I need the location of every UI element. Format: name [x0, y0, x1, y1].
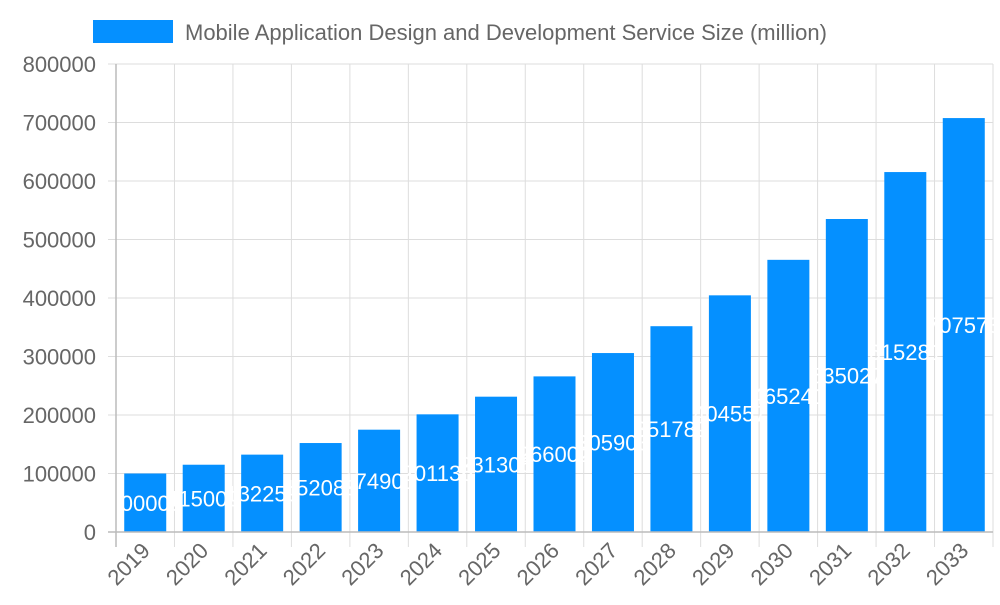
- data-label: 115000: [168, 486, 240, 511]
- bar: [416, 414, 459, 532]
- legend[interactable]: Mobile Application Design and Developmen…: [93, 20, 827, 45]
- x-tick-label: 2022: [278, 538, 330, 590]
- bar: [475, 396, 518, 532]
- bar: [708, 295, 751, 532]
- x-tick-label: 2026: [512, 538, 564, 590]
- bar: [591, 353, 634, 532]
- bar: [884, 172, 927, 532]
- bar: [533, 376, 576, 532]
- data-label: 615281: [869, 340, 942, 365]
- data-label: 174901: [342, 469, 415, 494]
- bar: [358, 429, 401, 532]
- x-tick-label: 2023: [336, 538, 388, 590]
- data-label: 351789: [635, 417, 708, 442]
- data-label: 305903: [576, 431, 649, 456]
- data-label: 266002: [518, 442, 591, 467]
- bar: [825, 219, 868, 532]
- data-label: 404557: [693, 402, 766, 427]
- bar: [650, 326, 693, 532]
- y-tick-label: 400000: [23, 286, 96, 311]
- y-tick-label: 100000: [23, 462, 96, 487]
- bar: [124, 473, 167, 532]
- data-label: 201136: [402, 461, 474, 486]
- y-tick-label: 300000: [23, 345, 96, 370]
- y-tick-label: 700000: [23, 111, 96, 136]
- bar: [767, 259, 810, 532]
- bar: [182, 464, 225, 532]
- data-label: 132250: [225, 481, 298, 506]
- x-tick-label: 2033: [921, 538, 973, 590]
- y-tick-label: 600000: [23, 169, 96, 194]
- bar: [241, 454, 284, 532]
- y-tick-label: 800000: [23, 52, 96, 77]
- x-tick-label: 2031: [804, 538, 856, 590]
- x-tick-label: 2027: [570, 538, 622, 590]
- data-label: 707573: [927, 313, 1000, 338]
- data-label: 231306: [459, 452, 532, 477]
- data-label: 535027: [810, 364, 883, 389]
- bar: [299, 443, 342, 532]
- legend-swatch: [93, 20, 173, 43]
- data-label: 100000: [109, 491, 182, 516]
- x-tick-label: 2028: [629, 538, 681, 590]
- legend-label: Mobile Application Design and Developmen…: [185, 20, 827, 45]
- x-tick-label: 2025: [453, 538, 505, 590]
- y-tick-label: 0: [84, 520, 96, 545]
- y-tick-label: 500000: [23, 228, 96, 253]
- x-tick-label: 2024: [395, 538, 447, 590]
- x-tick-label: 2029: [687, 538, 739, 590]
- data-label: 465241: [752, 384, 825, 409]
- x-tick-label: 2030: [746, 538, 798, 590]
- x-tick-label: 2019: [102, 538, 154, 590]
- bar: [942, 118, 985, 532]
- x-tick-label: 2021: [219, 538, 271, 590]
- y-tick-label: 200000: [23, 403, 96, 428]
- x-tick-label: 2032: [863, 538, 915, 590]
- data-label: 152088: [284, 476, 357, 501]
- x-tick-label: 2020: [161, 538, 213, 590]
